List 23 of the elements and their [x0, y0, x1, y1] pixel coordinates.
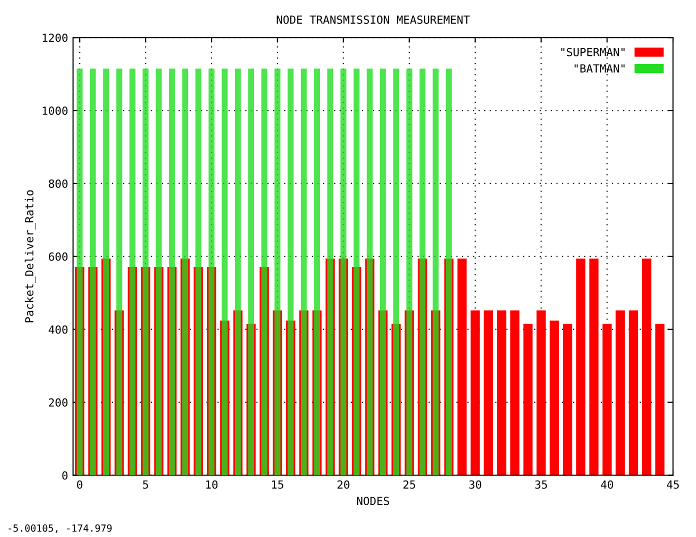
x-tick-label: 5 — [143, 480, 148, 489]
y-axis-title: Packet_Deliver_Ratio — [24, 190, 36, 322]
y-tick-label: 1000 — [42, 106, 68, 115]
y-tick-label: 200 — [48, 398, 68, 407]
x-tick-label: 35 — [535, 480, 547, 489]
y-tick-label: 400 — [48, 325, 68, 334]
y-tick-label: 600 — [48, 252, 68, 261]
x-tick-label: 15 — [272, 480, 284, 489]
x-tick-label: 30 — [469, 480, 482, 489]
legend-label: "BATMAN" — [574, 64, 625, 72]
chart-title: NODE TRANSMISSION MEASUREMENT — [276, 15, 470, 24]
x-tick-label: 20 — [338, 480, 350, 489]
x-tick-label: 40 — [600, 480, 614, 489]
y-tick-label: 1200 — [42, 34, 68, 42]
x-axis-title: NODES — [357, 496, 390, 506]
text: -5.00105, -174.979 — [8, 524, 112, 533]
x-tick-label: 25 — [403, 480, 416, 489]
x-tick-label: 0 — [77, 480, 82, 489]
x-tick-label: 10 — [206, 480, 218, 489]
y-tick-label: 0 — [62, 471, 68, 480]
x-tick-label: 45 — [666, 480, 679, 489]
legend-label: "SUPERMAN" — [561, 48, 625, 56]
y-tick-label: 800 — [48, 179, 68, 188]
